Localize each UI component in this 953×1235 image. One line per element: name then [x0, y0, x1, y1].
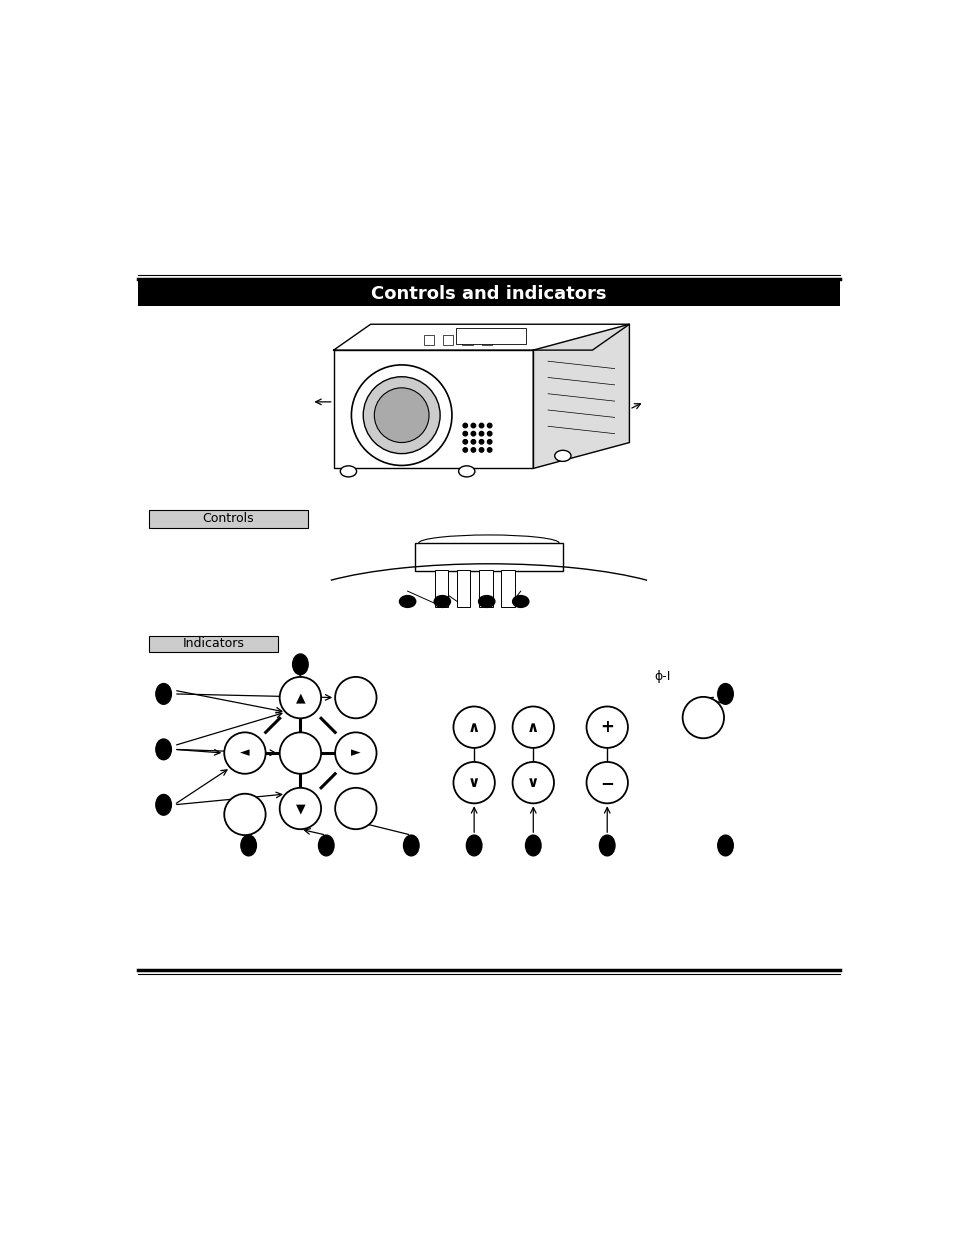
Circle shape: [453, 706, 495, 748]
Ellipse shape: [155, 794, 172, 815]
Ellipse shape: [466, 835, 481, 856]
Circle shape: [279, 732, 321, 774]
Circle shape: [512, 706, 554, 748]
Ellipse shape: [293, 655, 308, 674]
Ellipse shape: [340, 466, 356, 477]
Circle shape: [487, 440, 492, 445]
Polygon shape: [334, 350, 533, 468]
FancyBboxPatch shape: [456, 569, 470, 606]
Text: ▲: ▲: [295, 692, 305, 704]
Ellipse shape: [155, 683, 172, 704]
Ellipse shape: [240, 835, 256, 856]
Circle shape: [224, 794, 265, 835]
Circle shape: [478, 448, 483, 452]
FancyBboxPatch shape: [481, 335, 492, 345]
Text: ▼: ▼: [295, 802, 305, 815]
Circle shape: [335, 732, 376, 774]
Circle shape: [335, 677, 376, 719]
Text: ►: ►: [351, 747, 360, 760]
FancyBboxPatch shape: [137, 282, 840, 306]
Circle shape: [586, 706, 627, 748]
FancyBboxPatch shape: [149, 636, 278, 652]
Circle shape: [487, 431, 492, 436]
Ellipse shape: [512, 595, 528, 608]
Polygon shape: [334, 325, 629, 350]
Circle shape: [374, 388, 429, 442]
Circle shape: [487, 424, 492, 427]
Circle shape: [462, 448, 467, 452]
Text: ∨: ∨: [468, 776, 479, 790]
Ellipse shape: [155, 739, 172, 760]
Circle shape: [471, 448, 476, 452]
Circle shape: [471, 440, 476, 445]
FancyBboxPatch shape: [456, 329, 525, 345]
Text: Indicators: Indicators: [182, 637, 244, 650]
Circle shape: [351, 364, 452, 466]
FancyBboxPatch shape: [415, 543, 562, 571]
Text: Controls: Controls: [202, 513, 253, 525]
Circle shape: [682, 697, 723, 739]
Polygon shape: [533, 325, 629, 468]
Text: ∧: ∧: [527, 720, 538, 735]
Ellipse shape: [403, 835, 418, 856]
FancyBboxPatch shape: [423, 335, 434, 345]
Circle shape: [478, 431, 483, 436]
Text: Controls and indicators: Controls and indicators: [371, 284, 606, 303]
Circle shape: [462, 440, 467, 445]
Circle shape: [462, 424, 467, 427]
FancyBboxPatch shape: [442, 335, 453, 345]
Circle shape: [279, 677, 321, 719]
Ellipse shape: [458, 466, 475, 477]
Ellipse shape: [598, 835, 615, 856]
Circle shape: [279, 788, 321, 829]
Ellipse shape: [554, 451, 571, 462]
Ellipse shape: [399, 595, 416, 608]
Circle shape: [471, 424, 476, 427]
Ellipse shape: [717, 835, 733, 856]
Circle shape: [586, 762, 627, 803]
Circle shape: [478, 440, 483, 445]
Text: ϕ-I: ϕ-I: [654, 671, 670, 683]
Text: −: −: [599, 773, 614, 792]
Circle shape: [478, 424, 483, 427]
FancyBboxPatch shape: [149, 510, 308, 527]
Text: ◄: ◄: [240, 747, 250, 760]
Circle shape: [462, 431, 467, 436]
Text: +: +: [599, 719, 614, 736]
Text: ∨: ∨: [527, 776, 538, 790]
Circle shape: [363, 377, 439, 453]
Ellipse shape: [478, 595, 495, 608]
Circle shape: [453, 762, 495, 803]
FancyBboxPatch shape: [501, 569, 515, 606]
Circle shape: [224, 732, 265, 774]
Text: ∧: ∧: [468, 720, 479, 735]
Circle shape: [471, 431, 476, 436]
Circle shape: [487, 448, 492, 452]
Ellipse shape: [318, 835, 334, 856]
FancyBboxPatch shape: [435, 569, 448, 606]
Ellipse shape: [434, 595, 450, 608]
Circle shape: [335, 788, 376, 829]
Ellipse shape: [525, 835, 540, 856]
Ellipse shape: [717, 683, 733, 704]
Circle shape: [512, 762, 554, 803]
FancyBboxPatch shape: [462, 335, 472, 345]
FancyBboxPatch shape: [478, 569, 492, 606]
